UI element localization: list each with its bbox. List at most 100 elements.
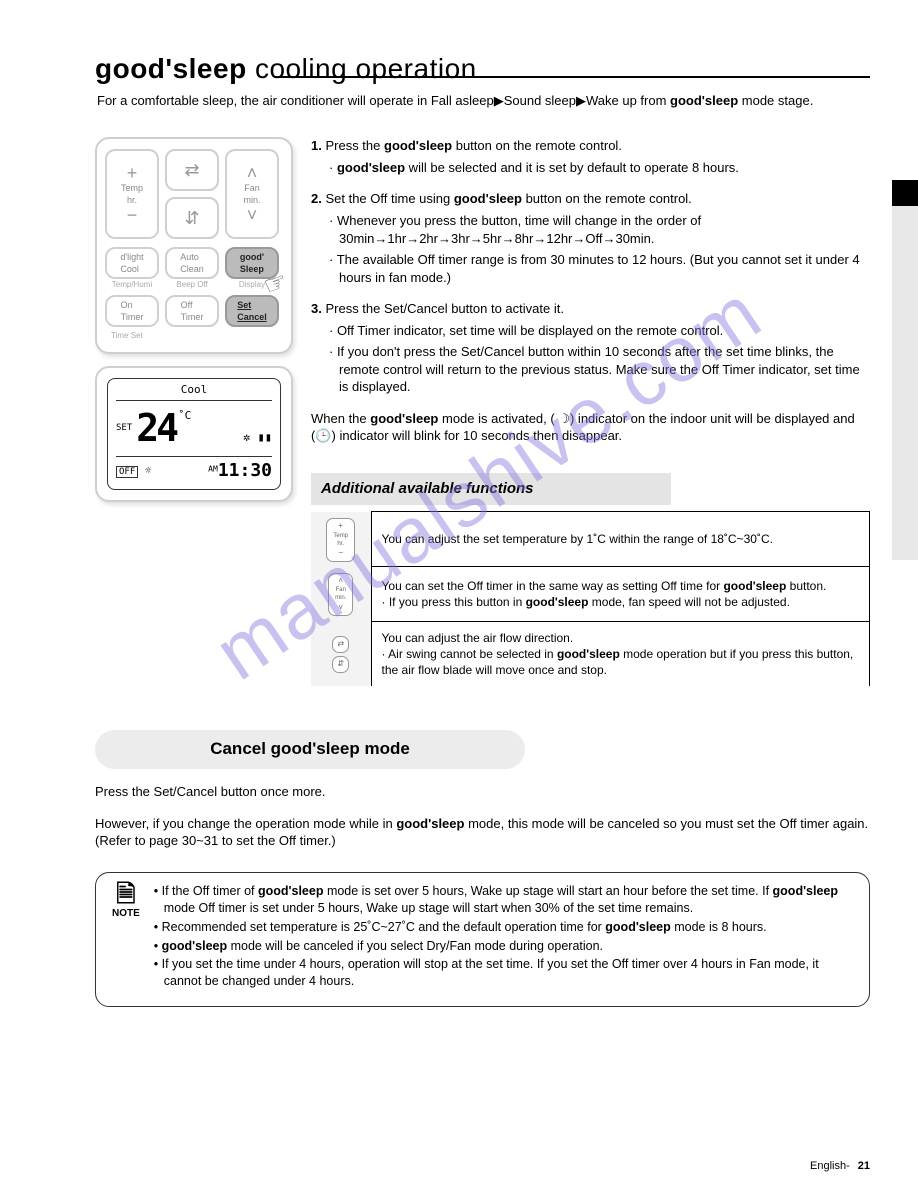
side-tab-dark <box>892 180 918 206</box>
cancel-body-1: Press the Set/Cancel button once more. <box>95 783 870 801</box>
cancel-body-2a: However, if you change the operation mod… <box>95 816 396 831</box>
step-2-bullet1: · Whenever you press the button, time wi… <box>329 212 870 247</box>
step-1-bullet-b: will be selected and it is set by defaul… <box>405 160 739 175</box>
note-a: When the <box>311 411 370 426</box>
note-box: 🗎 NOTE • If the Off timer of good'sleep … <box>95 872 870 1007</box>
func-row2-brand2: good'sleep <box>526 595 589 609</box>
step-2: 2. Set the Off time using good'sleep but… <box>311 190 870 286</box>
cancel-body-2-brand: good'sleep <box>396 816 464 831</box>
remote-sub-temphumi: Temp/Humi <box>112 280 152 291</box>
step-note: When the good'sleep mode is activated, (… <box>311 410 870 445</box>
lcd-mode: Cool <box>116 383 272 401</box>
remote-swing-v-button: ⇵ <box>165 197 219 239</box>
clock-icon: 🕒 <box>315 428 331 443</box>
func-row3-text: You can adjust the air flow direction. ·… <box>371 621 870 686</box>
remote-autoclean-button: Auto Clean <box>165 247 219 279</box>
n2b: good'sleep <box>605 920 670 934</box>
cancel-heading-text: Cancel good'sleep mode <box>210 739 410 758</box>
func-table-header: Additional available functions <box>311 473 671 505</box>
step-3-bullet1: · Off Timer indicator, set time will be … <box>329 322 870 340</box>
n3b: mode will be canceled if you select Dry/… <box>227 939 603 953</box>
lcd-temperature: 24 <box>136 403 176 454</box>
step-1-b: button on the remote control. <box>452 138 622 153</box>
func-row2-a: You can set the Off timer in the same wa… <box>382 579 724 593</box>
func-row2-d: mode, fan speed will not be adjusted. <box>588 595 789 609</box>
step-1-number: 1. <box>311 138 322 153</box>
remote-fan-button: ˄ Fan min. ˅ <box>225 149 279 239</box>
func-row3-a: You can adjust the air flow direction. <box>382 631 574 645</box>
note-glyph-icon: 🗎 <box>112 883 140 907</box>
remote-illustration: + Temp hr. − ⇄ ⇵ ˄ Fan min. ˅ <box>95 137 293 354</box>
step-1: 1. Press the good'sleep button on the re… <box>311 137 870 176</box>
functions-table: +Temphr.− You can adjust the set tempera… <box>311 511 870 686</box>
footer-page: 21 <box>858 1160 870 1172</box>
func-row2-icon: ˄Fanmin.˅ <box>311 567 371 622</box>
n2c: mode is 8 hours. <box>671 920 767 934</box>
step-2-a: Set the Off time using <box>325 191 453 206</box>
remote-fan-label: Fan min. <box>243 182 260 206</box>
chevron-up-icon: ˄ <box>247 164 258 182</box>
step-1-brand: good'sleep <box>384 138 452 153</box>
func-row3-b: · Air swing cannot be selected in <box>382 647 557 661</box>
lcd-set-label: SET <box>116 422 132 434</box>
note-list: • If the Off timer of good'sleep mode is… <box>154 883 853 992</box>
note-item-2: • Recommended set temperature is 25˚C~27… <box>154 919 853 936</box>
chevron-down-icon: ˅ <box>247 206 258 224</box>
func-row2-text: You can set the Off timer in the same wa… <box>371 567 870 622</box>
cancel-body-2: However, if you change the operation mod… <box>95 815 870 850</box>
minus-icon: − <box>127 206 138 224</box>
step-1-a: Press the <box>325 138 384 153</box>
remote-swing-h-button: ⇄ <box>165 149 219 191</box>
intro-c: Wake up from <box>586 93 666 108</box>
note-b: mode is activated, ( <box>438 411 558 426</box>
step-3-bullet2: · If you don't press the Set/Cancel butt… <box>329 343 870 396</box>
note-d: ) indicator will blink for 10 seconds th… <box>332 428 623 443</box>
func-row1-text: You can adjust the set temperature by 1˚… <box>371 512 870 567</box>
remote-sub-beep: Beep Off <box>176 280 207 291</box>
remote-dlight-button: d'light Cool <box>105 247 159 279</box>
remote-setcancel-button: Set Cancel <box>225 295 279 327</box>
remote-timeset-label: Time Set <box>111 331 283 342</box>
title-brand: good'sleep <box>95 53 247 84</box>
note-item-4: • If you set the time under 4 hours, ope… <box>154 956 853 990</box>
n1b2: good'sleep <box>773 884 838 898</box>
fan-icon: ✲ ▮▮ <box>243 429 272 445</box>
step-2-bullet2: · The available Off timer range is from … <box>329 251 870 286</box>
n4: If you set the time under 4 hours, opera… <box>162 957 819 988</box>
swing-h-icon: ⇄ <box>184 161 199 179</box>
title-suffix: cooling operation <box>247 53 477 84</box>
page-title: good'sleep cooling operation <box>95 50 870 92</box>
func-row1-icon: +Temphr.− <box>311 512 371 567</box>
n1a: If the Off timer of <box>162 884 258 898</box>
step-2-number: 2. <box>311 191 322 206</box>
step-2-brand: good'sleep <box>454 191 522 206</box>
n1c: mode is set over 5 hours, Wake up stage … <box>323 884 772 898</box>
note-icon: 🗎 NOTE <box>112 883 140 992</box>
step-3-a: Press the Set/Cancel button to activate … <box>325 301 563 316</box>
func-row2-b: button. <box>786 579 826 593</box>
note-item-1: • If the Off timer of good'sleep mode is… <box>154 883 853 917</box>
plus-icon: + <box>127 164 138 182</box>
remote-temp-label: Temp hr. <box>121 182 143 206</box>
moon-icon: ☽ <box>558 411 570 426</box>
remote-offtimer-button: Off Timer <box>165 295 219 327</box>
remote-ontimer-button: On Timer <box>105 295 159 327</box>
step-3-number: 3. <box>311 301 322 316</box>
func-row2-c: · If you press this button in <box>382 595 526 609</box>
note-item-3: • good'sleep mode will be canceled if yo… <box>154 938 853 955</box>
n1d: mode Off timer is set under 5 hours, Wak… <box>164 901 693 915</box>
n3a: good'sleep <box>162 939 227 953</box>
page-footer: English- 21 <box>810 1159 870 1174</box>
note-brand: good'sleep <box>370 411 438 426</box>
func-row3-icon: ⇄⇵ <box>311 621 371 686</box>
intro-brand: good'sleep <box>670 93 738 108</box>
func-row3-brand: good'sleep <box>557 647 620 661</box>
swing-v-icon: ⇵ <box>184 209 199 227</box>
remote-sub-display: Display <box>239 280 265 291</box>
footer-text: English- <box>810 1160 850 1172</box>
intro-d: mode stage. <box>738 93 813 108</box>
step-1-bullet-a: · <box>329 160 337 175</box>
intro-a: For a comfortable sleep, the air conditi… <box>97 93 494 108</box>
n2a: Recommended set temperature is 25˚C~27˚C… <box>162 920 606 934</box>
remote-temp-button: + Temp hr. − <box>105 149 159 239</box>
